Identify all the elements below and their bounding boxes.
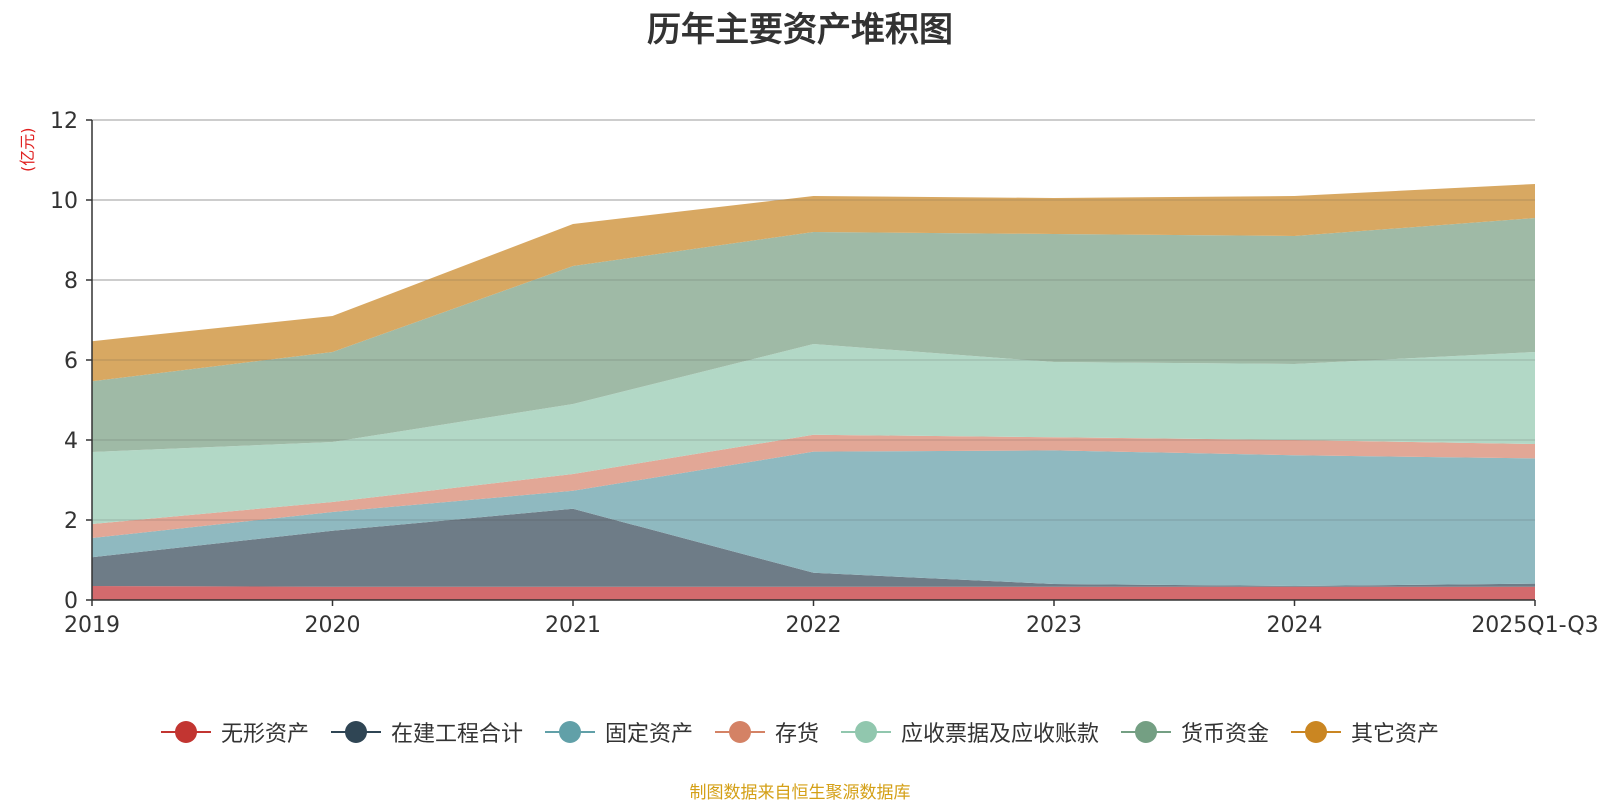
legend-item-2[interactable]: 固定资产 [544, 716, 693, 748]
y-tick-label: 10 [50, 189, 78, 214]
legend-label: 应收票据及应收账款 [901, 722, 1100, 747]
legend-marker-icon [544, 719, 595, 745]
area-series-2 [92, 450, 1535, 586]
area-series-5 [92, 218, 1535, 452]
area-series-0 [92, 586, 1535, 600]
x-tick-label: 2024 [1267, 613, 1323, 638]
y-tick-label: 8 [64, 269, 78, 294]
x-tick-label: 2020 [305, 613, 361, 638]
legend-marker-icon [330, 719, 381, 745]
legend-marker-icon [160, 719, 211, 745]
legend-label: 货币资金 [1181, 722, 1270, 747]
legend-label: 固定资产 [604, 722, 693, 747]
legend-item-5[interactable]: 货币资金 [1121, 716, 1269, 748]
legend-item-0[interactable]: 无形资产 [160, 716, 309, 748]
legend-item-6[interactable]: 其它资产 [1291, 716, 1439, 748]
area-series-4 [92, 344, 1535, 524]
legend-label: 其它资产 [1351, 722, 1440, 747]
chart-title: 历年主要资产堆积图 [647, 10, 953, 50]
legend-label: 无形资产 [220, 722, 309, 747]
y-tick-label: 12 [50, 109, 78, 134]
legend-item-4[interactable]: 应收票据及应收账款 [841, 716, 1099, 748]
data-source-note: 制图数据来自恒生聚源数据库 [689, 783, 911, 803]
chart-legend: 无形资产 在建工程合计 固定资产 存货 应收票据及应收账款 货币资金 其它资产 [0, 716, 1600, 748]
legend-label: 存货 [774, 722, 819, 747]
y-axis-unit-label: (亿元) [18, 127, 37, 173]
area-series-6 [92, 184, 1535, 382]
y-tick-label: 6 [64, 349, 78, 374]
legend-marker-icon [841, 719, 891, 745]
legend-marker-icon [714, 719, 765, 745]
legend-item-3[interactable]: 存货 [714, 716, 819, 748]
x-tick-label: 2025Q1-Q3 [1471, 613, 1598, 638]
x-tick-label: 2023 [1026, 613, 1082, 638]
x-tick-label: 2022 [786, 613, 842, 638]
y-tick-label: 2 [64, 509, 78, 534]
x-tick-label: 2021 [545, 613, 601, 638]
legend-item-1[interactable]: 在建工程合计 [330, 716, 523, 748]
y-tick-label: 0 [64, 589, 78, 614]
x-tick-label: 2019 [64, 613, 120, 638]
y-tick-label: 4 [64, 429, 78, 454]
area-series-3 [92, 434, 1535, 538]
area-series-1 [92, 508, 1535, 587]
legend-marker-icon [1291, 719, 1342, 745]
legend-marker-icon [1121, 719, 1172, 745]
legend-label: 在建工程合计 [390, 722, 523, 747]
